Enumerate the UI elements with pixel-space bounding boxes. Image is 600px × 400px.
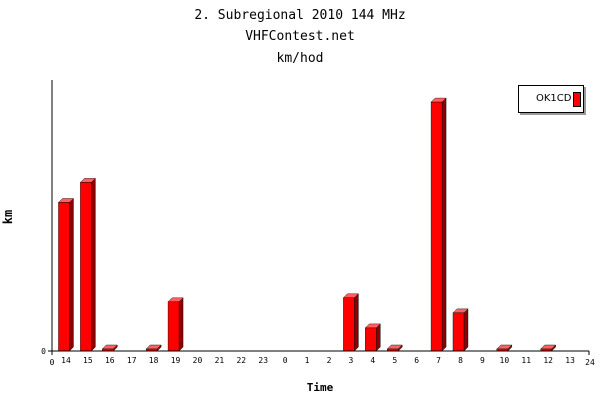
bar <box>145 344 162 352</box>
x-tick-label: 17 <box>127 356 137 365</box>
x-tick-label: 15 <box>83 356 93 365</box>
x-tick-label: 19 <box>171 356 181 365</box>
bar-side <box>69 197 74 352</box>
x-tick-label: 5 <box>392 356 397 365</box>
y-tick-label: 0 <box>41 347 46 356</box>
x-tick-label: 16 <box>105 356 115 365</box>
x-tick-label: 11 <box>521 356 531 365</box>
bar <box>364 323 381 352</box>
bar-side <box>354 293 359 352</box>
x-tick-label: 7 <box>436 356 441 365</box>
x-tick-label: 2 <box>327 356 332 365</box>
bar <box>101 344 118 352</box>
x-tick-label: 10 <box>500 356 510 365</box>
bar-front <box>452 312 465 352</box>
legend: OK1CD <box>518 85 584 113</box>
bar <box>57 197 74 352</box>
x-tick-label: 14 <box>61 356 71 365</box>
x-tick-label: 6 <box>414 356 419 365</box>
bar-front <box>343 297 355 352</box>
bar <box>79 177 96 352</box>
chart-unit-title: km/hod <box>276 51 324 66</box>
x-tick-label: 22 <box>236 356 246 365</box>
legend-swatch <box>573 92 581 107</box>
x-tick-label: 1 <box>305 356 310 365</box>
axes-layer <box>48 80 590 355</box>
x-tick-label: 4 <box>370 356 375 365</box>
x-axis-end-label: 24 <box>585 358 595 367</box>
x-tick-label: 13 <box>565 356 575 365</box>
bar-side <box>441 97 447 352</box>
tick-labels-layer: 14 15 16 17 18 19 20 21 22 23 0 1 2 3 4 5 6 7 8 9 10 11 12 130 2… <box>41 347 595 367</box>
bar-front <box>80 182 92 352</box>
bar <box>167 297 184 352</box>
bar-front <box>58 202 70 352</box>
x-axis-start-label: 0 <box>50 358 55 367</box>
bar-side <box>376 323 381 352</box>
x-tick-label: 23 <box>258 356 268 365</box>
x-tick-label: 18 <box>149 356 159 365</box>
x-tick-label: 21 <box>215 356 225 365</box>
x-tick-label: 0 <box>283 356 288 365</box>
y-axis-label: km <box>1 209 15 225</box>
bar-side <box>91 177 96 352</box>
bars-layer <box>57 97 557 352</box>
bar <box>386 344 403 352</box>
bar <box>430 97 447 352</box>
bar <box>452 308 469 352</box>
x-tick-label: 20 <box>193 356 203 365</box>
bar <box>342 293 359 352</box>
x-axis-label: Time <box>306 381 334 394</box>
bar-front <box>365 327 377 352</box>
x-tick-label: 3 <box>348 356 353 365</box>
bar <box>540 344 557 352</box>
x-tick-label: 9 <box>480 356 485 365</box>
legend-label: OK1CD <box>536 93 572 104</box>
bar <box>496 344 513 352</box>
bar-front <box>167 301 180 352</box>
chart-title: 2. Subregional 2010 144 MHz <box>194 8 406 23</box>
x-tick-label: 8 <box>458 356 463 365</box>
bar-side <box>178 297 184 352</box>
x-tick-label: 12 <box>543 356 553 365</box>
chart-subtitle: VHFContest.net <box>245 29 355 44</box>
bar-front <box>430 101 443 352</box>
bar-side <box>463 308 469 352</box>
